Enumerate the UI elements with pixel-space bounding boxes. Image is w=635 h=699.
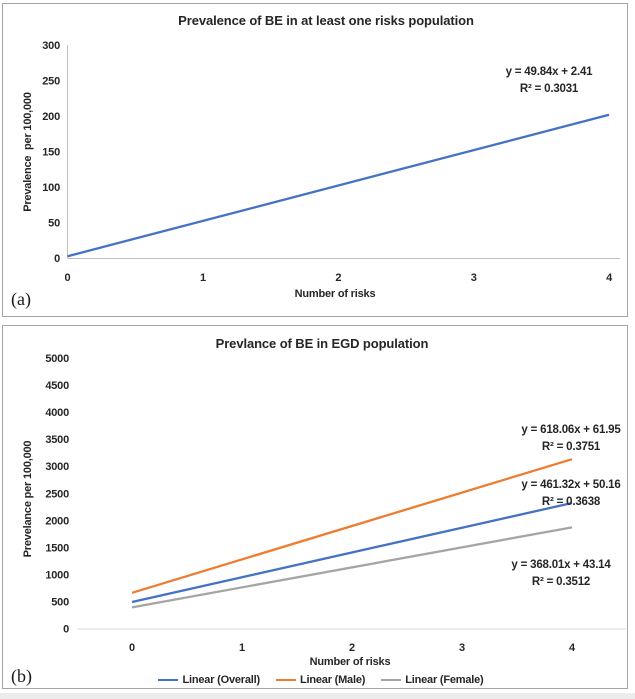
y-tick-label: 4000	[45, 407, 69, 419]
subfigure-label-b: (b)	[11, 666, 32, 686]
chart-a-title: Prevalence of BE in at least one risks p…	[178, 13, 474, 28]
chart-b-x-axis-label: Number of risks	[309, 656, 391, 668]
r-squared-text: R² = 0.3512	[531, 575, 591, 588]
legend-label-male: Linear (Male)	[299, 674, 366, 686]
chart-a-trendline-equation: y = 49.84x + 2.41 R² = 0.3031	[478, 64, 620, 97]
y-tick-label: 50	[48, 218, 60, 230]
equation-text: y = 461.32x + 50.16	[521, 479, 621, 491]
y-tick-label: 4500	[45, 380, 69, 392]
y-tick-label: 200	[42, 111, 60, 123]
y-tick-label: 1000	[45, 569, 69, 581]
x-tick-label: 3	[471, 272, 477, 284]
x-tick-label: 0	[65, 272, 71, 284]
y-tick-label: 5000	[45, 353, 69, 365]
page-bottom-edge	[0, 693, 635, 699]
y-tick-label: 250	[42, 76, 60, 88]
equation-text: y = 618.06x + 61.95	[521, 424, 621, 436]
x-tick-label: 2	[335, 272, 341, 284]
chart-a-x-axis-label: Number of risks	[294, 288, 376, 300]
r-squared-text: R² = 0.3751	[541, 440, 601, 453]
subfigure-label-a: (a)	[11, 289, 31, 309]
series-line-overall	[131, 501, 573, 604]
chart-b-trendline-equation-overall: y = 461.32x + 50.16 R² = 0.3638	[501, 477, 627, 510]
panel-a: 0 50 100 150 200 250 300 0 1 2 3 4 Prevalence of BE…	[2, 3, 628, 317]
chart-b-trendline-equation-female: y = 368.01x + 43.14 R² = 0.3512	[491, 557, 627, 590]
legend-item-overall: Linear (Overall)	[158, 674, 260, 686]
equation-text: y = 368.01x + 43.14	[511, 559, 611, 571]
x-tick-label: 2	[349, 642, 355, 654]
legend-item-female: Linear (Female)	[381, 674, 484, 686]
y-tick-label: 3500	[45, 434, 69, 446]
x-tick-label: 3	[459, 642, 465, 654]
chart-a-y-axis-label: Prevalence per 100,000	[22, 92, 34, 212]
y-tick-label: 1500	[45, 542, 69, 554]
series-line-female	[131, 526, 573, 609]
series-line-male	[131, 458, 573, 594]
chart-b-plot-area: 0 500 1000 1500 2000 2500 3000 3500 4000 4500 5000…	[45, 353, 626, 654]
y-tick-label: 0	[63, 624, 69, 636]
y-tick-label: 2500	[45, 488, 69, 500]
series-line-trendline	[67, 113, 610, 258]
legend-label-female: Linear (Female)	[405, 674, 484, 686]
x-tick-label: 1	[239, 642, 245, 654]
x-tick-label: 1	[200, 272, 206, 284]
chart-b-title: Prevlance of BE in EGD population	[215, 336, 429, 351]
y-tick-label: 500	[51, 596, 69, 608]
equation-text: y = 49.84x + 2.41	[505, 66, 593, 78]
y-tick-label: 150	[42, 147, 60, 159]
y-tick-label: 3000	[45, 461, 69, 473]
legend-swatch-overall	[158, 678, 179, 682]
r-squared-text: R² = 0.3638	[541, 495, 601, 508]
chart-b-legend: Linear (Overall) Linear (Male) Linear (Fem…	[3, 674, 627, 686]
x-tick-label: 4	[606, 272, 613, 284]
y-tick-label: 2000	[45, 515, 69, 527]
y-tick-label: 0	[54, 253, 60, 265]
legend-item-male: Linear (Male)	[275, 674, 366, 686]
x-tick-label: 4	[569, 642, 576, 654]
y-tick-label: 300	[42, 40, 60, 52]
legend-swatch-female	[381, 678, 402, 682]
panel-b: 0 500 1000 1500 2000 2500 3000 3500 4000 4500 5000…	[2, 325, 628, 689]
x-tick-label: 0	[129, 642, 135, 654]
legend-label-overall: Linear (Overall)	[182, 674, 260, 686]
y-tick-label: 100	[42, 182, 60, 194]
chart-b-trendline-equation-male: y = 618.06x + 61.95 R² = 0.3751	[501, 422, 627, 455]
r-squared-text: R² = 0.3031	[519, 82, 579, 95]
chart-b-y-axis-label: Prevelance per 100,000	[22, 440, 34, 558]
legend-swatch-male	[275, 678, 296, 682]
chart-a-plot-area: 0 50 100 150 200 250 300 0 1 2 3 4	[42, 40, 620, 284]
